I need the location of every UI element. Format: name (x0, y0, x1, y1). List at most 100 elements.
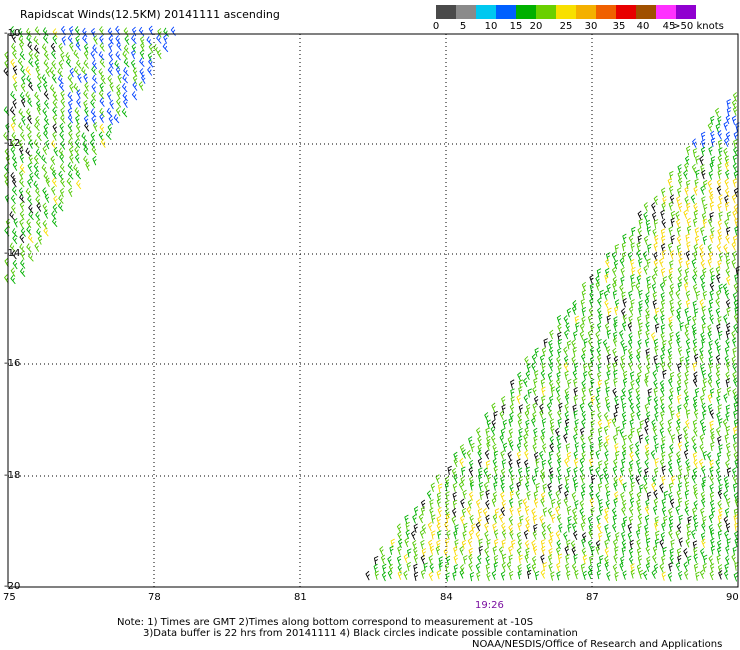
wind-barb (27, 114, 32, 125)
wind-barb (581, 547, 587, 557)
wind-barb (452, 571, 457, 581)
wind-barb (508, 428, 513, 438)
wind-barb (589, 443, 594, 453)
wind-barb (490, 425, 496, 436)
wind-barb (471, 523, 476, 533)
wind-barb (509, 530, 514, 540)
wind-barb (540, 554, 545, 564)
wind-barb (534, 347, 539, 357)
wind-barb (412, 514, 417, 524)
wind-barb (501, 553, 507, 563)
wind-barb (709, 466, 714, 476)
wind-barb (18, 122, 24, 132)
wind-barb (82, 140, 89, 150)
wind-barb (550, 425, 555, 435)
wind-barb (84, 82, 89, 92)
wind-barb (477, 508, 483, 518)
wind-barb (597, 363, 602, 373)
wind-barb (726, 497, 731, 508)
wind-barb (19, 193, 25, 203)
wind-barb (653, 242, 658, 252)
wind-barb (28, 252, 34, 262)
wind-barb (549, 418, 555, 428)
wind-barb (52, 114, 58, 124)
wind-barb (466, 449, 472, 460)
wind-barb (468, 436, 473, 446)
wind-barb (83, 115, 89, 125)
wind-barb (659, 483, 664, 493)
wind-barb (541, 545, 546, 556)
wind-barb (82, 27, 88, 38)
wind-barb (636, 274, 642, 285)
wind-barb (691, 529, 696, 540)
wind-barb (498, 546, 504, 556)
wind-barb (717, 228, 722, 238)
wind-barb (598, 505, 604, 516)
wind-barb (733, 204, 739, 214)
wind-barb (686, 202, 691, 212)
wind-barb (590, 420, 596, 430)
wind-barb (115, 106, 121, 117)
wind-barb (99, 35, 104, 45)
wind-barb (557, 347, 562, 358)
wind-barb (654, 323, 660, 333)
wind-barb (548, 355, 553, 365)
wind-barb (659, 380, 665, 390)
wind-barb (540, 539, 546, 549)
wind-barb (397, 531, 402, 541)
wind-barb (707, 403, 713, 414)
wind-barb (459, 457, 464, 468)
wind-barb (531, 539, 536, 550)
wind-barb (691, 323, 696, 334)
wind-barb (725, 404, 731, 414)
wind-barb (691, 435, 696, 446)
wind-barb (587, 369, 593, 380)
wind-barb (478, 467, 483, 477)
wind-barb (11, 186, 18, 196)
wind-barb (614, 244, 620, 254)
wind-barb (27, 195, 33, 205)
wind-barb (604, 273, 609, 283)
wind-barb (639, 420, 644, 430)
wind-barb (707, 217, 713, 228)
wind-barb (454, 524, 459, 534)
wind-barb (693, 186, 698, 196)
wind-barb (11, 228, 18, 238)
wind-barb (669, 250, 675, 260)
wind-barb (556, 571, 561, 581)
wind-barb (693, 563, 699, 573)
wind-barb (84, 122, 90, 132)
wind-barb (524, 459, 529, 469)
wind-barb (26, 243, 32, 253)
wind-barb (589, 490, 594, 501)
wind-barb (667, 361, 672, 372)
wind-barb (621, 402, 627, 412)
wind-barb (668, 273, 673, 284)
wind-barb (567, 378, 572, 388)
wind-barb (676, 244, 682, 254)
wind-barb (710, 545, 716, 555)
wind-barb (733, 394, 738, 404)
wind-barb (123, 58, 130, 68)
wind-barb (484, 530, 489, 541)
wind-barb (718, 252, 723, 262)
wind-barb (707, 330, 712, 341)
wind-barb (90, 50, 96, 60)
wind-barb (595, 394, 600, 405)
wind-barb (42, 107, 48, 117)
wind-barb (603, 441, 608, 451)
wind-barb (28, 139, 33, 149)
latitude-label: -16 (4, 358, 21, 369)
wind-barb (702, 563, 707, 573)
wind-barb (148, 58, 154, 68)
wind-barb (659, 563, 664, 573)
wind-barb (685, 259, 690, 269)
wind-barb (692, 451, 698, 462)
wind-barb (630, 481, 636, 492)
wind-barb (637, 513, 643, 524)
wind-barb (555, 546, 561, 556)
wind-barb (69, 42, 74, 52)
wind-barb (58, 81, 65, 92)
wind-barb (405, 521, 410, 531)
wind-barb (67, 122, 73, 132)
